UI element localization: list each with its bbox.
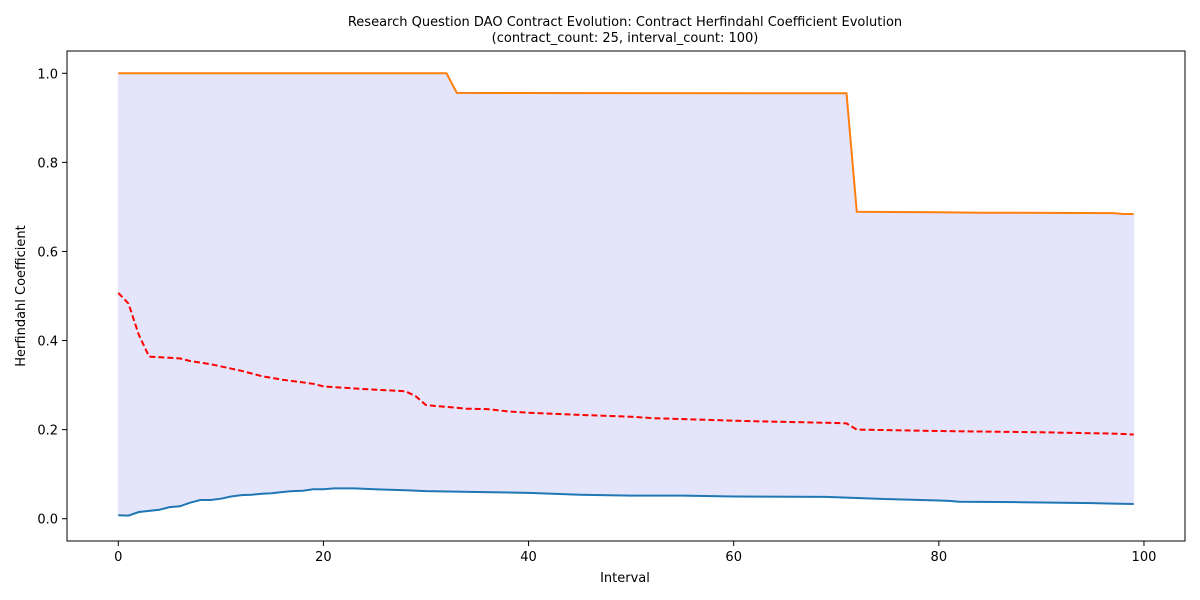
y-tick-label: 0.2	[37, 424, 58, 439]
x-tick-label: 20	[315, 550, 332, 565]
y-tick-label: 0.6	[37, 245, 58, 260]
x-axis-label: Interval	[600, 571, 650, 586]
series-mean-line	[117, 292, 1134, 436]
x-tick-label: 60	[725, 550, 742, 565]
plot-frame	[66, 50, 1186, 542]
y-tick-label: 0.4	[37, 335, 58, 350]
series-min-line	[118, 487, 1134, 517]
y-axis: 0.0 0.2 0.4 0.6 0.8 1.0	[37, 67, 67, 528]
chart-title: Research Question DAO Contract Evolution…	[348, 15, 902, 30]
min-max-band	[117, 72, 1135, 517]
y-tick-label: 1.0	[37, 67, 58, 82]
x-tick-label: 40	[520, 550, 537, 565]
series-max-line	[118, 72, 1134, 215]
chart-subtitle: (contract_count: 25, interval_count: 100…	[492, 31, 759, 46]
x-tick-label: 100	[1132, 550, 1157, 565]
x-axis: 0 20 40 60 80 100	[114, 541, 1156, 565]
y-tick-label: 0.8	[37, 156, 58, 171]
plot-area	[117, 72, 1135, 517]
y-tick-label: 0.0	[37, 513, 58, 528]
x-tick-label: 0	[114, 550, 122, 565]
x-tick-label: 80	[931, 550, 948, 565]
y-axis-label: Herfindahl Coefficient	[14, 225, 29, 366]
